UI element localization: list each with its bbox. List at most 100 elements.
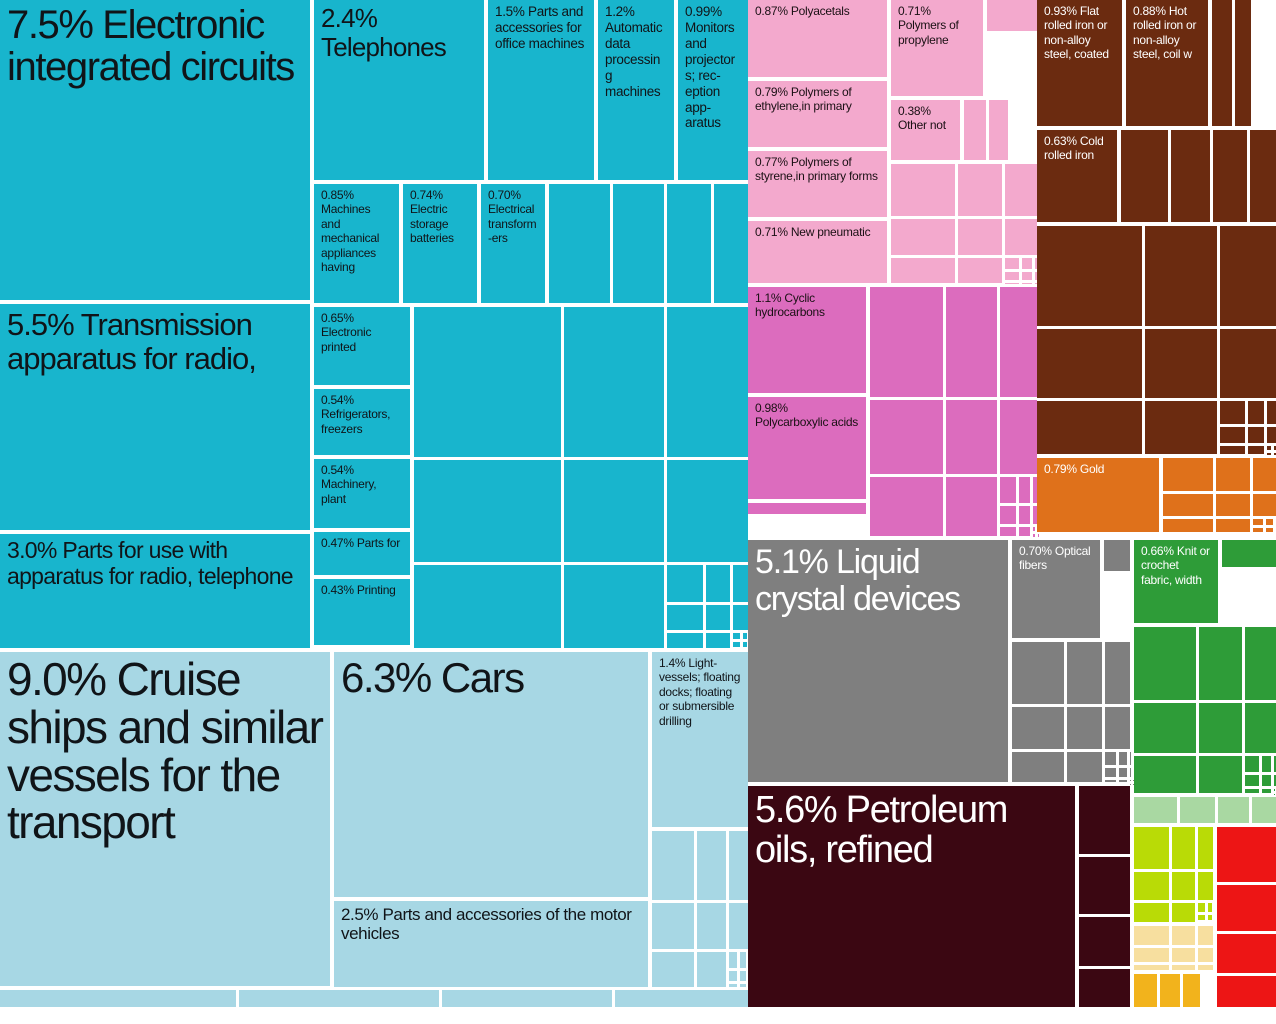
treemap-cell[interactable] [1215,493,1250,516]
tile-liquid-crystal-devices[interactable]: 5.1% Liquid crystal devices [748,540,1008,782]
treemap-cell[interactable] [999,287,1037,397]
tile-electric-storage-batteries[interactable]: 0.74% Electric storage batteries [403,184,477,303]
treemap-cell[interactable] [999,526,1017,536]
treemap-cell[interactable] [667,565,703,602]
treemap-cell[interactable] [1033,526,1035,531]
treemap-cell[interactable] [1066,706,1103,749]
treemap-cell[interactable] [705,604,730,630]
treemap-cell[interactable] [732,642,740,647]
tile-polymers-styrene[interactable]: 0.77% Polymers of styrene,in primary for… [748,151,887,217]
treemap-cell[interactable] [705,565,730,602]
tile-polymers-ethylene[interactable]: 0.79% Polymers of ethylene,in primary [748,81,887,147]
treemap-cell[interactable] [1134,827,1169,869]
tile-refrigerators-freezers[interactable]: 0.54% Refrigerators, freezers [314,389,410,455]
treemap-cell[interactable] [732,632,740,640]
treemap-cell[interactable] [705,632,730,648]
treemap-cell[interactable] [1171,827,1196,869]
treemap-cell[interactable] [987,0,1037,31]
treemap-cell[interactable] [1245,703,1276,753]
treemap-cell[interactable] [1066,642,1103,704]
treemap-cell[interactable] [1012,642,1064,704]
treemap-cell[interactable] [1119,780,1127,782]
treemap-cell[interactable] [1037,329,1143,398]
treemap-cell[interactable] [1199,703,1243,753]
treemap-cell[interactable] [1252,527,1263,532]
treemap-cell[interactable] [1019,477,1031,504]
treemap-cell[interactable] [870,399,944,475]
treemap-cell[interactable] [1019,526,1031,536]
treemap-cell[interactable] [1247,446,1265,454]
treemap-cell[interactable] [1119,751,1127,765]
tile-new-pneumatic[interactable]: 0.71% New pneumatic [748,221,887,283]
treemap-cell[interactable] [614,990,748,1007]
tile-optical-fibers[interactable]: 0.70% Optical fibers [1012,540,1100,638]
treemap-cell[interactable] [1079,917,1130,966]
treemap-cell[interactable] [1170,130,1211,222]
treemap-cell[interactable] [958,258,1003,283]
treemap-cell[interactable] [742,632,748,640]
treemap-cell[interactable] [729,952,738,968]
tile-other-not[interactable]: 0.38% Other not [891,100,960,160]
treemap-cell[interactable] [1079,856,1130,915]
treemap-cell[interactable] [1005,282,1020,283]
treemap-cell[interactable] [1199,755,1243,793]
tile-parts-motor-vehicles[interactable]: 2.5% Parts and accessories of the motor … [334,901,648,987]
treemap-cell[interactable] [1219,427,1245,444]
treemap-cell[interactable] [667,184,711,303]
treemap-cell[interactable] [1245,627,1276,701]
treemap-cell[interactable] [1219,400,1245,425]
treemap-cell[interactable] [989,100,1009,160]
treemap-cell[interactable] [1198,827,1213,869]
treemap-cell[interactable] [239,990,440,1007]
tile-parts-for[interactable]: 0.47% Parts for [314,532,410,575]
treemap-cell[interactable] [999,399,1037,475]
treemap-cell[interactable] [1215,518,1250,532]
treemap-cell[interactable] [1066,751,1103,782]
treemap-cell[interactable] [1179,797,1216,823]
treemap-cell[interactable] [1134,926,1169,946]
treemap-cell[interactable] [549,184,610,303]
treemap-cell[interactable] [442,990,612,1007]
treemap-cell[interactable] [1273,793,1275,796]
treemap-cell[interactable] [1274,446,1276,450]
treemap-cell[interactable] [1022,282,1032,283]
tile-electronic-printed[interactable]: 0.65% Electronic printed [314,307,410,385]
treemap-cell[interactable] [1134,797,1177,823]
treemap-cell[interactable] [667,460,748,563]
treemap-cell[interactable] [1105,706,1130,749]
treemap-cell[interactable] [958,219,1003,256]
treemap-cell[interactable] [652,902,695,950]
treemap-cell[interactable] [1005,219,1037,256]
treemap-cell[interactable] [667,307,748,458]
tile-cars[interactable]: 6.3% Cars [334,652,648,897]
treemap-cell[interactable] [652,831,695,900]
treemap-cell[interactable] [1234,0,1251,126]
treemap-cell[interactable] [1037,533,1040,537]
treemap-cell[interactable] [748,503,866,514]
treemap-cell[interactable] [740,970,747,981]
treemap-cell[interactable] [1012,706,1064,749]
treemap-cell[interactable] [1034,282,1037,283]
treemap-cell[interactable] [1245,789,1259,793]
tile-gold[interactable]: 0.79% Gold [1037,458,1159,532]
tile-cruise-ships[interactable]: 9.0% Cruise ships and similar vessels fo… [0,652,330,986]
treemap-cell[interactable] [1217,933,1276,974]
treemap-cell[interactable] [1037,400,1143,454]
treemap-cell[interactable] [1207,914,1213,921]
treemap-cell[interactable] [1267,400,1276,425]
treemap-cell[interactable] [870,287,944,397]
treemap-cell[interactable] [740,952,747,968]
treemap-cell[interactable] [1134,755,1197,793]
treemap-cell[interactable] [732,604,748,630]
treemap-cell[interactable] [1105,780,1117,782]
treemap-cell[interactable] [891,164,956,217]
treemap-cell[interactable] [958,164,1003,217]
tile-adp-machines[interactable]: 1.2% Automatic data processing machines [598,0,674,180]
treemap-cell[interactable] [667,604,703,630]
treemap-cell[interactable] [1121,130,1168,222]
treemap-cell[interactable] [1198,926,1213,946]
treemap-cell[interactable] [1199,627,1243,701]
treemap-cell[interactable] [1171,871,1196,901]
treemap-cell[interactable] [1273,755,1276,773]
treemap-cell[interactable] [1005,164,1037,217]
